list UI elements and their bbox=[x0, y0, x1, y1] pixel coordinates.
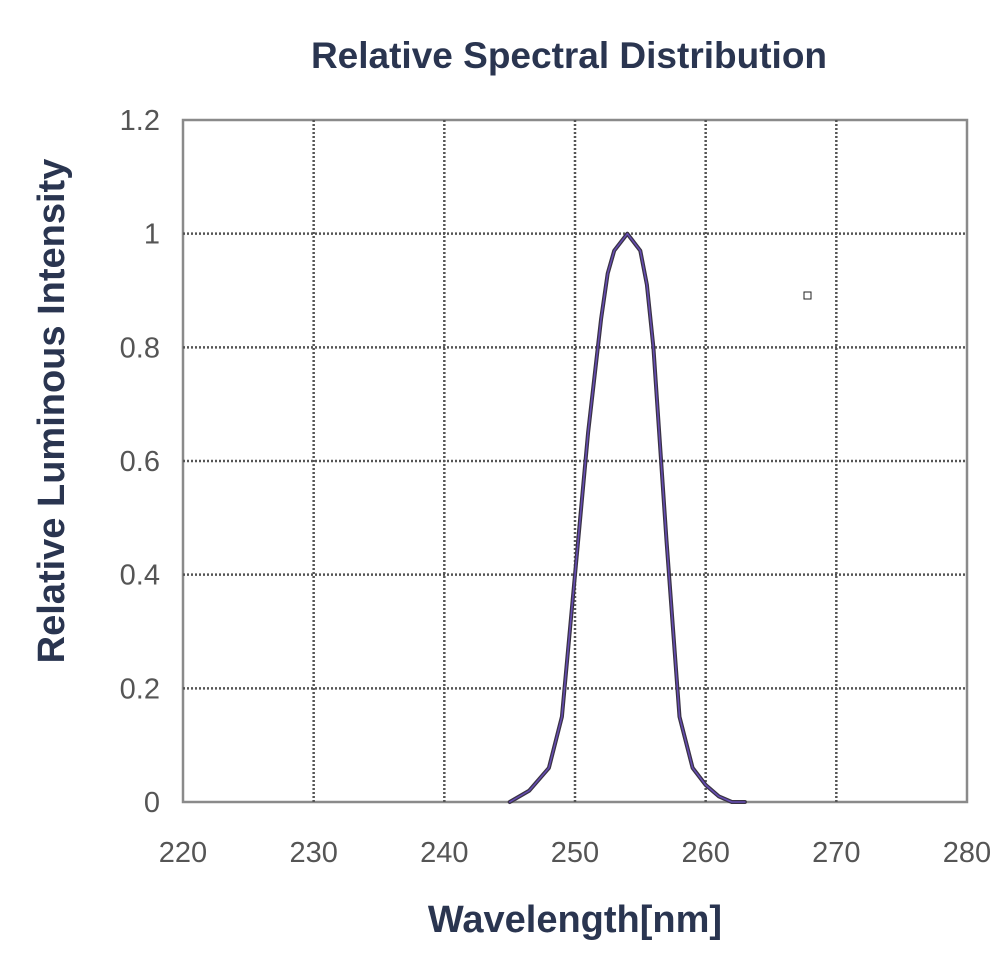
y-axis-ticks: 0 0.2 0.4 0.6 0.8 1 1.2 bbox=[120, 105, 160, 819]
y-tick-label: 0.2 bbox=[120, 673, 160, 705]
x-tick-label: 280 bbox=[943, 837, 991, 869]
x-axis-label: Wavelength[nm] bbox=[428, 899, 722, 941]
y-tick-label: 0.6 bbox=[120, 446, 160, 478]
y-tick-label: 0.8 bbox=[120, 332, 160, 364]
x-axis-ticks: 220 230 240 250 260 270 280 bbox=[159, 837, 991, 869]
x-tick-label: 270 bbox=[812, 837, 860, 869]
y-tick-label: 1 bbox=[144, 219, 160, 251]
x-tick-label: 230 bbox=[289, 837, 337, 869]
x-tick-label: 240 bbox=[420, 837, 468, 869]
x-tick-label: 250 bbox=[551, 837, 599, 869]
y-tick-label: 0.4 bbox=[120, 560, 160, 592]
y-tick-label: 0 bbox=[144, 787, 160, 819]
stray-square-marker bbox=[803, 291, 812, 300]
y-axis-label: Relative Luminous Intensity bbox=[31, 159, 73, 664]
series-layer bbox=[507, 231, 747, 804]
y-tick-label: 1.2 bbox=[120, 105, 160, 137]
chart-title: Relative Spectral Distribution bbox=[311, 35, 827, 76]
series-line-highlight bbox=[508, 232, 746, 803]
x-tick-label: 220 bbox=[159, 837, 207, 869]
x-tick-label: 260 bbox=[681, 837, 729, 869]
